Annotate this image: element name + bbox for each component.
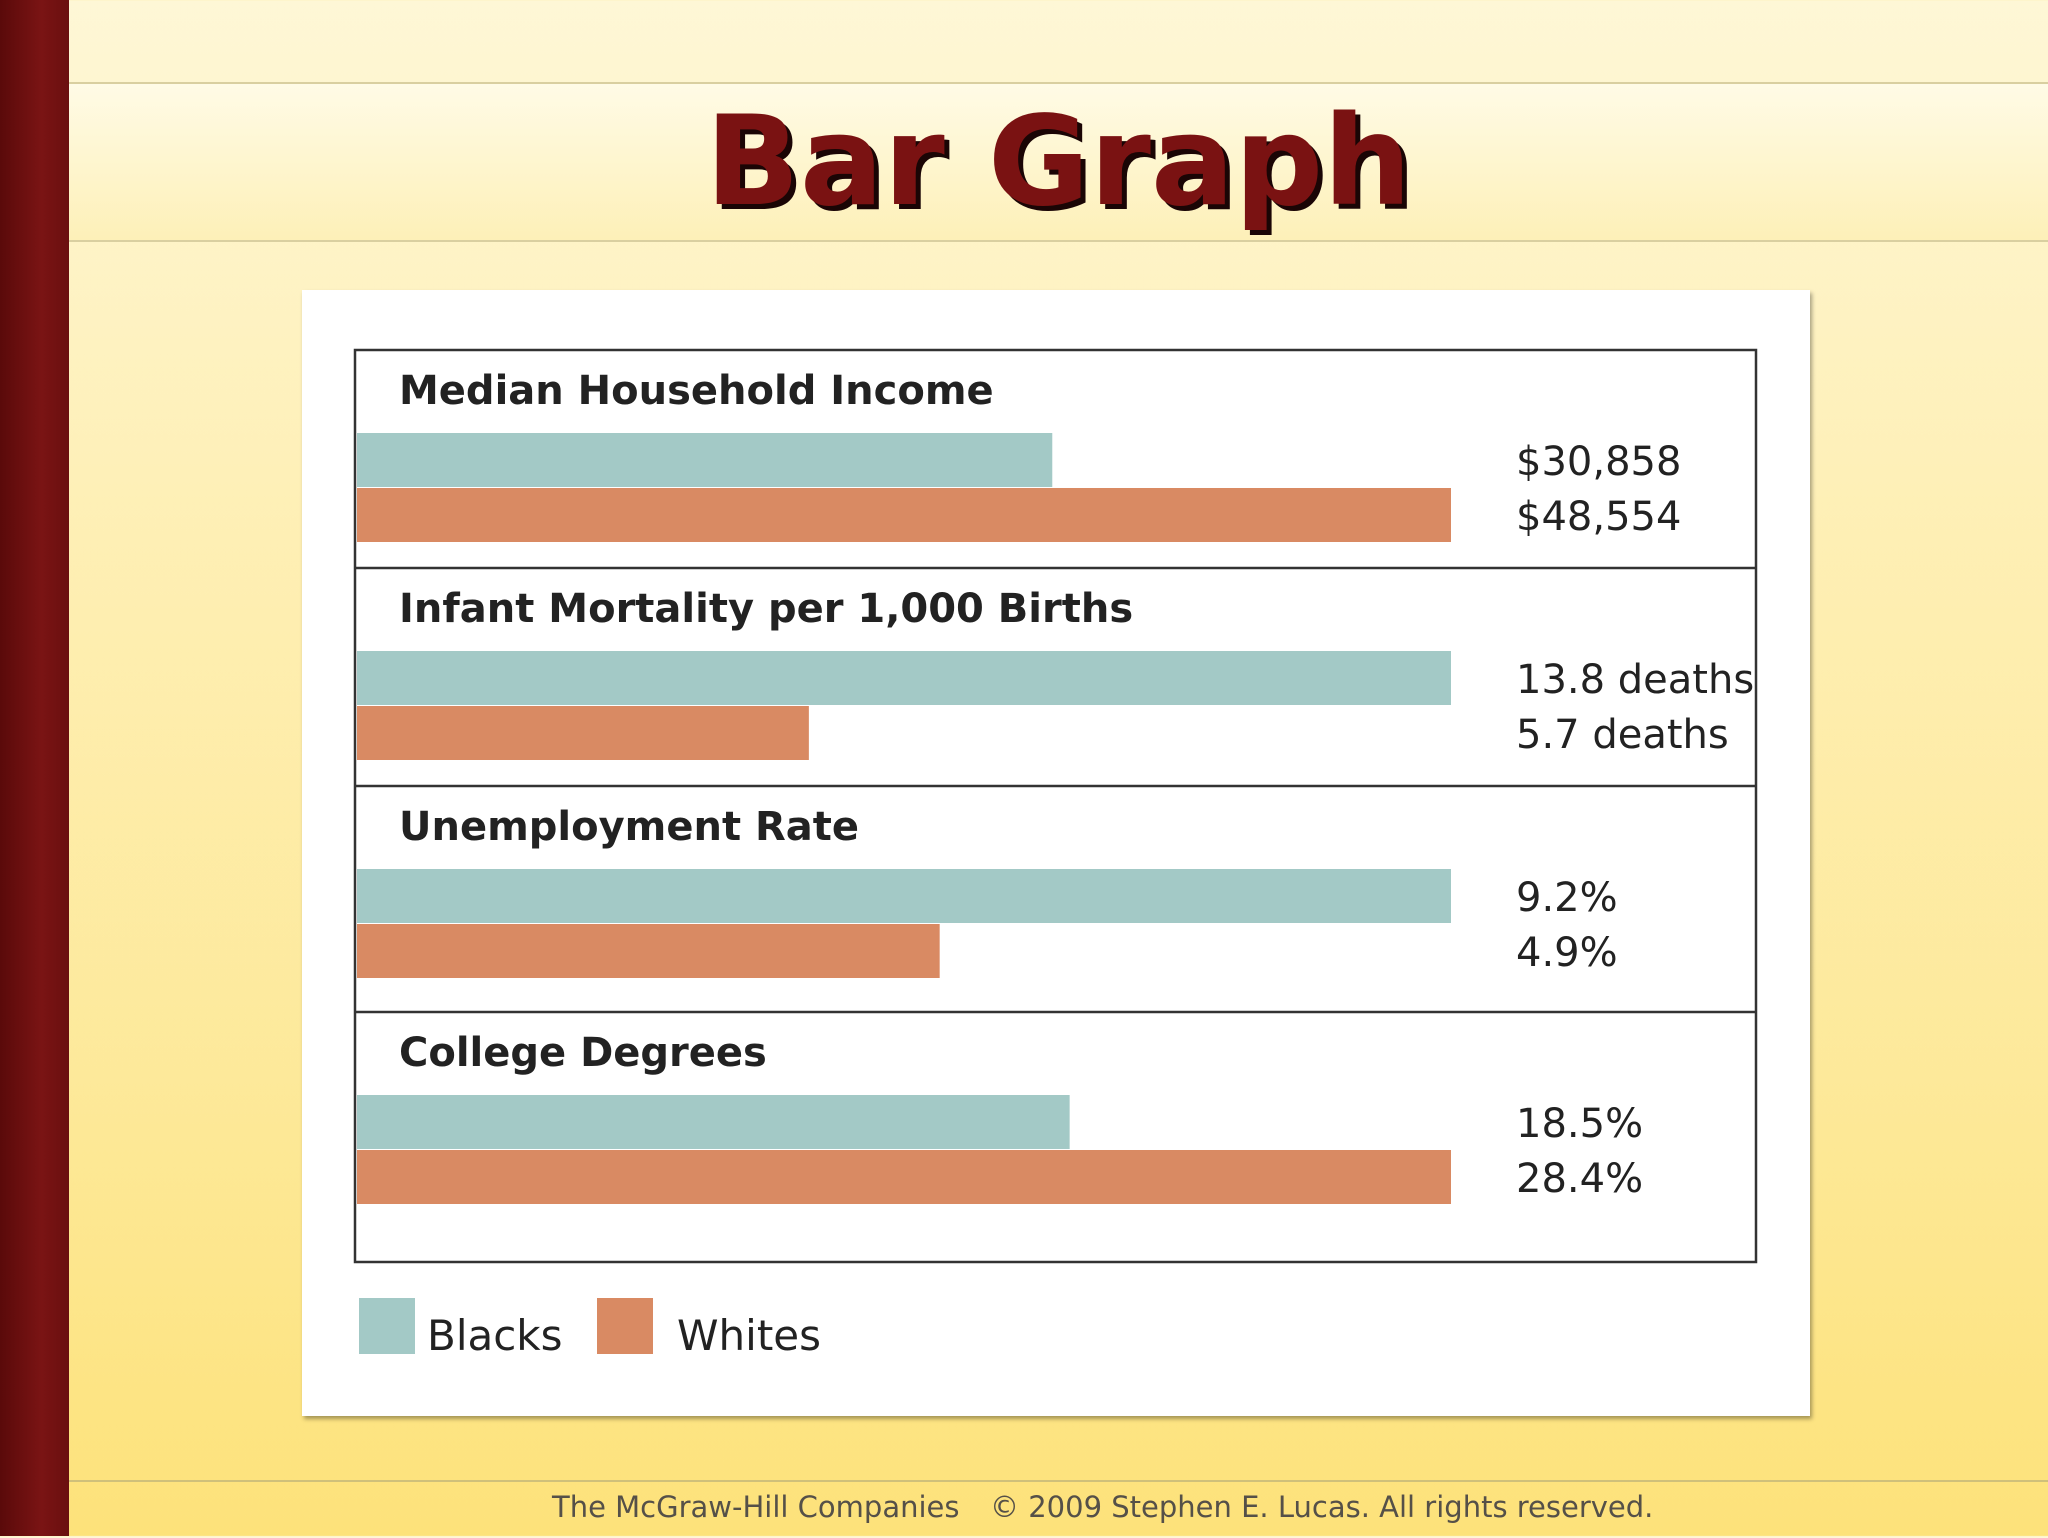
slide-title: Bar Graph (705, 90, 1412, 234)
left-accent-bar (0, 0, 69, 1536)
bar-blacks (357, 433, 1053, 487)
data-label: 4.9% (1516, 930, 1618, 976)
data-label: 18.5% (1516, 1101, 1643, 1147)
bar-chart: Median Household Income $30,858 $48,554 Inf… (353, 348, 1758, 1360)
data-label: 9.2% (1516, 875, 1618, 921)
footer-band (69, 1480, 2048, 1538)
bar-whites (357, 924, 940, 978)
bar-blacks (357, 1095, 1070, 1149)
bar-whites (357, 488, 1451, 542)
panel-frame (353, 348, 1758, 1264)
legend-swatch-whites (597, 1298, 653, 1354)
bar-whites (357, 706, 809, 760)
legend-swatch-blacks (359, 1298, 415, 1354)
data-label: $30,858 (1516, 439, 1681, 485)
chart-card: Median Household Income $30,858 $48,554 Inf… (302, 290, 1810, 1416)
bar-whites (357, 1150, 1451, 1204)
data-label: $48,554 (1516, 494, 1681, 540)
legend-label-blacks: Blacks (427, 1311, 563, 1360)
legend-label-whites: Whites (677, 1311, 821, 1360)
data-label: 13.8 deaths (1516, 657, 1754, 703)
panel-title: Median Household Income (399, 368, 994, 414)
panel-title: Infant Mortality per 1,000 Births (399, 586, 1133, 632)
footer-copyright: © 2009 Stephen E. Lucas. All rights rese… (990, 1490, 1654, 1524)
bar-blacks (357, 869, 1451, 923)
title-band (69, 82, 2048, 242)
panel-title: Unemployment Rate (399, 804, 859, 850)
bar-blacks (357, 651, 1451, 705)
panel-title: College Degrees (399, 1030, 767, 1076)
footer-publisher: The McGraw-Hill Companies (552, 1490, 960, 1524)
data-label: 28.4% (1516, 1156, 1643, 1202)
data-label: 5.7 deaths (1516, 712, 1729, 758)
